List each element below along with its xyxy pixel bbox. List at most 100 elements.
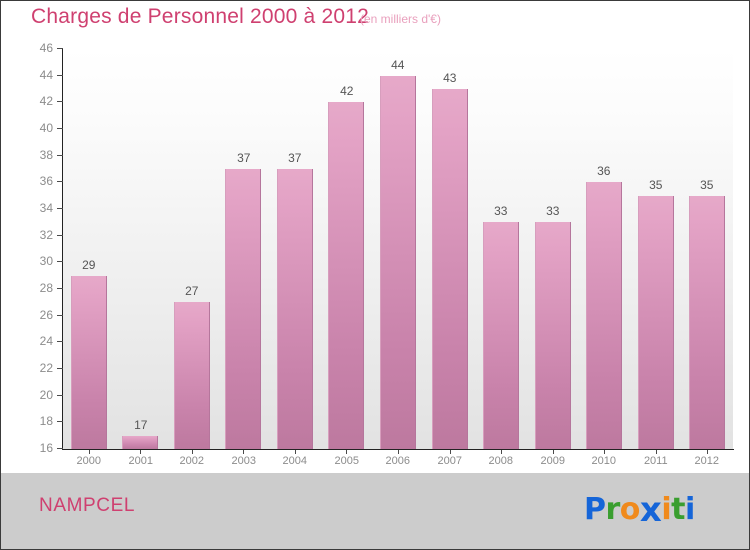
y-axis-tick-mark — [57, 421, 63, 423]
bar[interactable] — [638, 196, 674, 449]
y-axis-tick-mark — [57, 181, 63, 183]
x-axis-tick-label: 2000 — [76, 455, 101, 467]
y-axis-tick-mark — [57, 448, 63, 449]
y-axis-tick-label: 38 — [39, 147, 53, 162]
y-axis-tick-mark — [57, 101, 63, 103]
bar-value-label: 29 — [82, 258, 96, 272]
x-axis-tick-label: 2009 — [540, 455, 565, 467]
x-axis-tick-mark — [295, 450, 296, 454]
y-axis-tick-mark — [57, 341, 63, 343]
y-axis-tick-mark — [57, 288, 63, 289]
chart-subtitle: (en milliers d'€) — [360, 12, 441, 26]
y-axis-tick-mark — [57, 394, 63, 396]
x-axis-tick-mark — [243, 450, 244, 454]
y-axis-tick-label: 34 — [39, 201, 53, 215]
y-axis-tick-label: 20 — [39, 387, 53, 402]
bar-value-label: 37 — [237, 151, 251, 165]
y-axis-tick-label: 24 — [39, 334, 53, 349]
commune-name: NAMPCEL — [39, 495, 136, 516]
bar[interactable] — [586, 182, 622, 449]
x-axis-tick-label: 2002 — [179, 455, 204, 467]
y-axis-tick-label: 46 — [39, 41, 53, 55]
x-axis-tick-mark — [501, 450, 502, 454]
bar-value-label: 17 — [134, 418, 148, 432]
logo-letter-t-5: t — [671, 492, 685, 527]
x-axis-tick-mark — [604, 450, 605, 454]
y-axis-tick-label: 16 — [39, 441, 53, 455]
bar-value-label: 35 — [649, 178, 663, 192]
x-axis-tick-label: 2008 — [488, 455, 513, 467]
x-axis-line — [62, 449, 734, 450]
x-axis-tick-label: 2004 — [282, 455, 307, 467]
x-axis-tick-label: 2012 — [694, 455, 719, 467]
y-axis-tick-label: 28 — [39, 281, 53, 295]
x-axis-tick-mark — [192, 450, 193, 454]
bar-value-label: 37 — [288, 151, 302, 165]
bar[interactable] — [122, 436, 158, 449]
y-axis-tick-label: 32 — [39, 227, 53, 242]
x-axis-tick-mark — [346, 450, 347, 454]
y-axis-tick-mark — [57, 234, 63, 236]
bar-value-label: 36 — [597, 164, 611, 178]
chart-header: Charges de Personnel 2000 à 2012 (en mil… — [1, 1, 749, 39]
x-axis-tick-mark — [553, 450, 554, 454]
bar[interactable] — [277, 169, 313, 449]
bar[interactable] — [328, 102, 364, 449]
bar[interactable] — [174, 302, 210, 449]
bar[interactable] — [380, 76, 416, 449]
bar-value-label: 33 — [546, 204, 560, 218]
bar-value-label: 42 — [340, 84, 354, 98]
chart-panel: Charges de Personnel 2000 à 2012 (en mil… — [1, 1, 749, 473]
y-axis-tick-label: 42 — [39, 94, 53, 109]
bar-value-label: 44 — [391, 58, 405, 72]
y-axis-tick-label: 18 — [39, 414, 53, 429]
y-axis-tick-label: 40 — [39, 121, 53, 135]
bar[interactable] — [483, 222, 519, 449]
y-axis-line — [62, 49, 63, 450]
x-axis-tick-label: 2001 — [128, 455, 153, 467]
bar[interactable] — [535, 222, 571, 449]
x-axis-tick-mark — [398, 450, 399, 454]
logo-letter-r-1: r — [605, 492, 621, 527]
y-axis-tick-mark — [57, 128, 63, 129]
bar-value-label: 35 — [700, 178, 714, 192]
x-axis-tick-label: 2011 — [643, 455, 668, 467]
page-title: Charges de Personnel 2000 à 2012 — [31, 5, 369, 28]
y-axis-tick-label: 36 — [39, 174, 53, 189]
y-axis-tick-mark — [57, 314, 63, 316]
y-axis-tick-mark — [57, 368, 63, 369]
bar-value-label: 33 — [494, 204, 508, 218]
y-axis-tick-mark — [57, 48, 63, 49]
bar[interactable] — [689, 196, 725, 449]
x-axis-tick-mark — [707, 450, 708, 454]
x-axis-tick-label: 2007 — [437, 455, 462, 467]
x-axis-tick-label: 2003 — [231, 455, 256, 467]
x-axis-tick-mark — [450, 450, 451, 454]
x-axis-tick-mark — [89, 450, 90, 454]
logo-letter-i-6: i — [685, 492, 695, 527]
bar[interactable] — [225, 169, 261, 449]
y-axis-tick-mark — [57, 261, 63, 263]
logo-letter-P-0: P — [584, 492, 606, 527]
x-axis-tick-label: 2006 — [385, 455, 410, 467]
chart-footer: NAMPCEL Proxiti — [1, 473, 749, 549]
y-axis-tick-mark — [57, 74, 63, 76]
y-axis-tick-mark — [57, 208, 63, 209]
logo-letter-i-4: i — [661, 492, 672, 527]
bar[interactable] — [71, 276, 107, 449]
proxiti-logo[interactable]: Proxiti — [584, 490, 695, 530]
bar-value-label: 27 — [185, 284, 199, 298]
y-axis-tick-label: 44 — [39, 67, 53, 82]
y-axis-tick-mark — [57, 154, 63, 156]
logo-letter-o-2: o — [619, 492, 641, 527]
y-axis-tick-label: 22 — [39, 361, 53, 375]
x-axis-tick-label: 2005 — [334, 455, 359, 467]
y-axis-tick-label: 30 — [39, 254, 53, 269]
bar-value-label: 43 — [443, 71, 457, 85]
x-axis-tick-mark — [656, 450, 657, 454]
bar[interactable] — [432, 89, 468, 449]
logo-letter-x-3: x — [639, 490, 662, 530]
y-axis-tick-label: 26 — [39, 307, 53, 322]
x-axis-tick-mark — [140, 450, 141, 454]
